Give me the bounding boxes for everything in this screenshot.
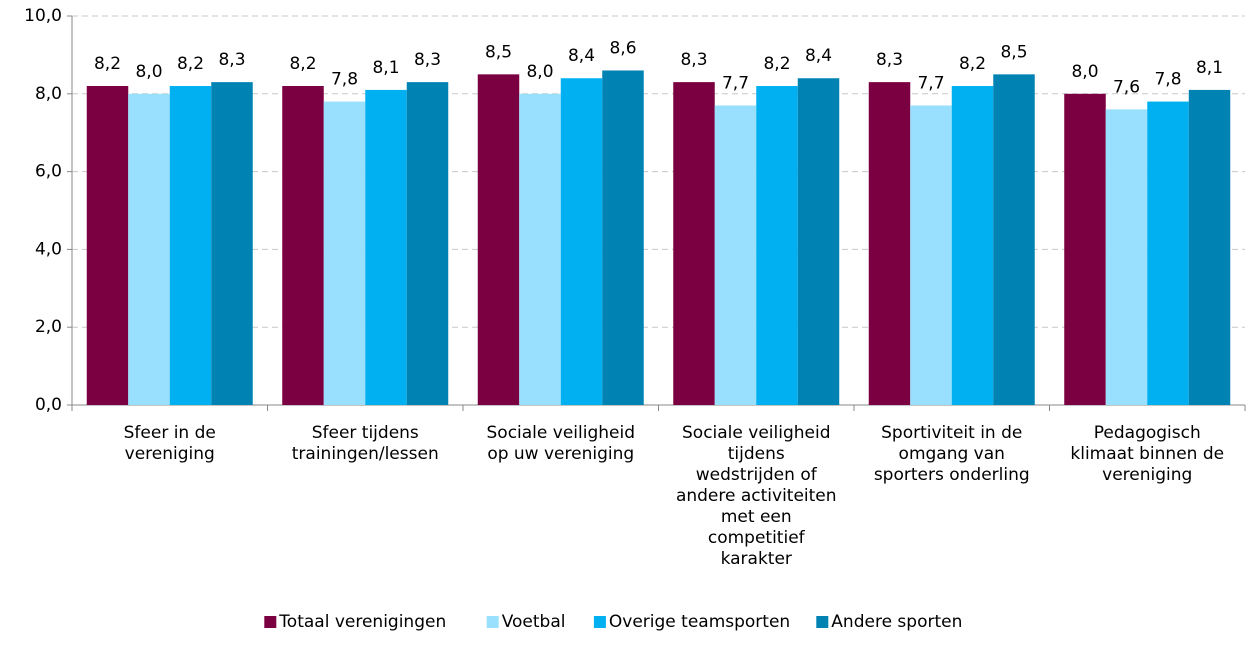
y-tick-label: 10,0 bbox=[24, 6, 62, 26]
data-label: 8,1 bbox=[1196, 58, 1223, 78]
legend-label: Totaal verenigingen bbox=[278, 612, 446, 632]
data-label: 8,1 bbox=[372, 58, 399, 78]
data-label: 8,0 bbox=[526, 62, 553, 82]
bar bbox=[406, 82, 449, 405]
data-label: 7,6 bbox=[1113, 77, 1140, 97]
bar bbox=[673, 82, 715, 405]
data-label: 7,8 bbox=[1154, 70, 1181, 90]
x-tick-label: Sfeer in de vereniging bbox=[124, 423, 216, 464]
bar bbox=[86, 86, 129, 406]
bar bbox=[365, 89, 407, 405]
data-label: 8,0 bbox=[135, 62, 162, 82]
data-label: 8,0 bbox=[1071, 62, 1098, 82]
legend-swatch bbox=[486, 616, 499, 628]
x-tick-label: Pedagogisch klimaat binnen de vereniging bbox=[1070, 423, 1224, 485]
legend-swatch bbox=[816, 616, 829, 628]
bar bbox=[477, 74, 520, 405]
bar bbox=[519, 93, 561, 406]
bar bbox=[211, 82, 253, 405]
y-tick-label: 0,0 bbox=[35, 395, 62, 415]
data-label: 8,2 bbox=[94, 54, 121, 74]
y-tick-label: 4,0 bbox=[35, 239, 62, 259]
bar bbox=[951, 86, 994, 406]
y-tick-label: 6,0 bbox=[35, 162, 62, 182]
data-label: 8,2 bbox=[289, 54, 316, 74]
bar bbox=[282, 86, 324, 406]
x-tick-label: Sportiviteit in de omgang van sporters ond… bbox=[874, 423, 1030, 485]
data-label: 8,3 bbox=[414, 50, 441, 70]
data-label: 7,7 bbox=[917, 73, 944, 93]
bar bbox=[560, 78, 603, 406]
bar bbox=[1147, 101, 1189, 405]
data-label: 8,2 bbox=[763, 54, 790, 74]
bar bbox=[714, 105, 757, 405]
legend-label: Overige teamsporten bbox=[609, 612, 790, 632]
x-tick-label: Sociale veiligheid tijdens wedstrijden of a… bbox=[676, 423, 837, 569]
y-tick-label: 2,0 bbox=[35, 317, 62, 337]
legend-label: Voetbal bbox=[502, 612, 566, 632]
y-tick-label: 8,0 bbox=[35, 84, 62, 104]
bar bbox=[1105, 109, 1148, 406]
bar bbox=[602, 70, 644, 406]
bar bbox=[868, 82, 911, 405]
data-label: 8,3 bbox=[218, 50, 245, 70]
bar bbox=[323, 101, 366, 405]
x-tick-label: Sociale veiligheid op uw vereniging bbox=[487, 423, 636, 464]
bar bbox=[169, 86, 212, 406]
legend-swatch bbox=[593, 616, 606, 628]
bar bbox=[1064, 93, 1106, 406]
data-label: 8,4 bbox=[568, 46, 595, 66]
bar bbox=[910, 105, 952, 405]
data-label: 8,4 bbox=[805, 46, 832, 66]
bar bbox=[756, 86, 798, 406]
data-label: 7,7 bbox=[722, 73, 749, 93]
data-label: 8,3 bbox=[876, 50, 903, 70]
data-label: 8,5 bbox=[1000, 42, 1027, 62]
data-label: 8,2 bbox=[177, 54, 204, 74]
bar bbox=[128, 93, 170, 406]
legend-swatch bbox=[264, 616, 277, 628]
data-label: 8,2 bbox=[959, 54, 986, 74]
bar bbox=[797, 78, 840, 406]
data-label: 8,5 bbox=[485, 42, 512, 62]
bar bbox=[1188, 89, 1231, 405]
data-label: 8,6 bbox=[609, 38, 636, 58]
bar bbox=[993, 74, 1035, 405]
data-label: 8,3 bbox=[680, 50, 707, 70]
legend-label: Andere sporten bbox=[831, 612, 962, 632]
x-tick-label: Sfeer tijdens trainingen/lessen bbox=[292, 423, 439, 464]
data-label: 7,8 bbox=[331, 70, 358, 90]
